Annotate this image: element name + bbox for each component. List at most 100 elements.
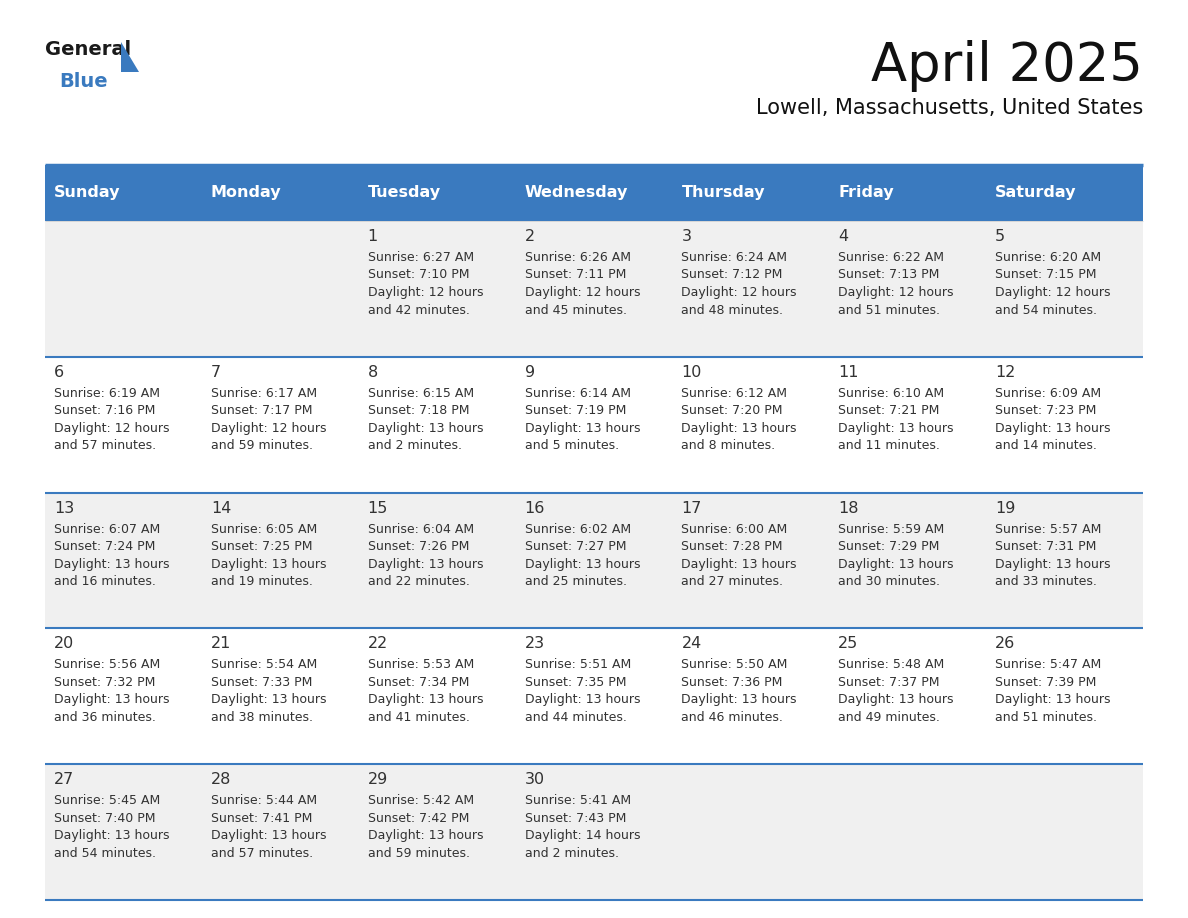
Bar	[986, 764, 1143, 900]
Text: Sunrise: 6:00 AM: Sunrise: 6:00 AM	[682, 522, 788, 535]
Text: Sunset: 7:16 PM: Sunset: 7:16 PM	[53, 404, 156, 418]
Text: Sunrise: 5:45 AM: Sunrise: 5:45 AM	[53, 794, 160, 807]
Text: Sunrise: 5:50 AM: Sunrise: 5:50 AM	[682, 658, 788, 671]
Bar	[672, 629, 829, 764]
Text: and 11 minutes.: and 11 minutes.	[839, 440, 940, 453]
Text: and 41 minutes.: and 41 minutes.	[368, 711, 469, 724]
Text: Sunset: 7:41 PM: Sunset: 7:41 PM	[210, 812, 312, 824]
Text: Sunrise: 6:14 AM: Sunrise: 6:14 AM	[525, 386, 631, 400]
Text: Sunrise: 6:22 AM: Sunrise: 6:22 AM	[839, 251, 944, 264]
Bar	[516, 221, 672, 357]
Text: Sunday: Sunday	[53, 185, 120, 200]
Text: 19: 19	[996, 500, 1016, 516]
Text: and 57 minutes.: and 57 minutes.	[53, 440, 156, 453]
Text: 15: 15	[368, 500, 388, 516]
Text: Daylight: 13 hours: Daylight: 13 hours	[996, 693, 1111, 706]
Bar	[45, 629, 202, 764]
Text: 8: 8	[368, 364, 378, 380]
Text: Friday: Friday	[839, 185, 893, 200]
Text: Sunset: 7:31 PM: Sunset: 7:31 PM	[996, 540, 1097, 554]
Text: Sunrise: 5:54 AM: Sunrise: 5:54 AM	[210, 658, 317, 671]
Text: Tuesday: Tuesday	[368, 185, 441, 200]
Text: 1: 1	[368, 229, 378, 244]
Text: Sunset: 7:17 PM: Sunset: 7:17 PM	[210, 404, 312, 418]
Text: Sunset: 7:33 PM: Sunset: 7:33 PM	[210, 676, 312, 688]
Text: Wednesday: Wednesday	[525, 185, 628, 200]
Text: and 44 minutes.: and 44 minutes.	[525, 711, 626, 724]
Text: Sunset: 7:21 PM: Sunset: 7:21 PM	[839, 404, 940, 418]
Bar	[202, 221, 359, 357]
Text: 20: 20	[53, 636, 74, 652]
Text: Sunset: 7:23 PM: Sunset: 7:23 PM	[996, 404, 1097, 418]
Text: Sunrise: 6:15 AM: Sunrise: 6:15 AM	[368, 386, 474, 400]
Text: Daylight: 13 hours: Daylight: 13 hours	[368, 829, 484, 842]
Text: Sunrise: 5:57 AM: Sunrise: 5:57 AM	[996, 522, 1101, 535]
Text: Sunrise: 5:48 AM: Sunrise: 5:48 AM	[839, 658, 944, 671]
Text: Sunrise: 5:53 AM: Sunrise: 5:53 AM	[368, 658, 474, 671]
Text: Sunrise: 6:17 AM: Sunrise: 6:17 AM	[210, 386, 317, 400]
Text: and 36 minutes.: and 36 minutes.	[53, 711, 156, 724]
Bar	[829, 629, 986, 764]
Text: Sunset: 7:25 PM: Sunset: 7:25 PM	[210, 540, 312, 554]
Text: and 45 minutes.: and 45 minutes.	[525, 304, 626, 317]
Text: Daylight: 14 hours: Daylight: 14 hours	[525, 829, 640, 842]
Text: Sunset: 7:20 PM: Sunset: 7:20 PM	[682, 404, 783, 418]
Text: Daylight: 13 hours: Daylight: 13 hours	[53, 693, 170, 706]
Text: and 59 minutes.: and 59 minutes.	[368, 846, 469, 859]
Text: Daylight: 13 hours: Daylight: 13 hours	[210, 557, 327, 571]
Text: Sunrise: 6:09 AM: Sunrise: 6:09 AM	[996, 386, 1101, 400]
Text: Sunset: 7:24 PM: Sunset: 7:24 PM	[53, 540, 156, 554]
Bar	[516, 165, 672, 221]
Text: Daylight: 12 hours: Daylight: 12 hours	[682, 286, 797, 299]
Bar	[202, 357, 359, 493]
Text: 16: 16	[525, 500, 545, 516]
Text: 17: 17	[682, 500, 702, 516]
Text: and 54 minutes.: and 54 minutes.	[996, 304, 1098, 317]
Text: Daylight: 13 hours: Daylight: 13 hours	[682, 557, 797, 571]
Text: 14: 14	[210, 500, 232, 516]
Text: 2: 2	[525, 229, 535, 244]
Text: Sunrise: 5:41 AM: Sunrise: 5:41 AM	[525, 794, 631, 807]
Text: Daylight: 12 hours: Daylight: 12 hours	[210, 421, 327, 435]
Bar	[516, 493, 672, 629]
Text: 24: 24	[682, 636, 702, 652]
Text: Sunset: 7:35 PM: Sunset: 7:35 PM	[525, 676, 626, 688]
Text: 4: 4	[839, 229, 848, 244]
Text: Daylight: 13 hours: Daylight: 13 hours	[996, 421, 1111, 435]
Text: Daylight: 12 hours: Daylight: 12 hours	[525, 286, 640, 299]
Text: and 25 minutes.: and 25 minutes.	[525, 575, 626, 588]
Text: 26: 26	[996, 636, 1016, 652]
Text: Sunset: 7:11 PM: Sunset: 7:11 PM	[525, 268, 626, 282]
Text: Daylight: 13 hours: Daylight: 13 hours	[525, 421, 640, 435]
Text: Daylight: 13 hours: Daylight: 13 hours	[368, 693, 484, 706]
Bar	[45, 493, 202, 629]
Text: Sunrise: 5:59 AM: Sunrise: 5:59 AM	[839, 522, 944, 535]
Text: and 42 minutes.: and 42 minutes.	[368, 304, 469, 317]
Text: and 2 minutes.: and 2 minutes.	[368, 440, 462, 453]
Text: Sunrise: 6:07 AM: Sunrise: 6:07 AM	[53, 522, 160, 535]
Text: 30: 30	[525, 772, 544, 788]
Text: and 57 minutes.: and 57 minutes.	[210, 846, 312, 859]
Bar	[829, 764, 986, 900]
Text: 6: 6	[53, 364, 64, 380]
Bar	[986, 221, 1143, 357]
Text: and 19 minutes.: and 19 minutes.	[210, 575, 312, 588]
Text: and 27 minutes.: and 27 minutes.	[682, 575, 783, 588]
Text: Daylight: 13 hours: Daylight: 13 hours	[839, 557, 954, 571]
Text: Sunset: 7:40 PM: Sunset: 7:40 PM	[53, 812, 156, 824]
Text: and 51 minutes.: and 51 minutes.	[996, 711, 1098, 724]
Text: Daylight: 12 hours: Daylight: 12 hours	[368, 286, 484, 299]
Text: Daylight: 13 hours: Daylight: 13 hours	[53, 829, 170, 842]
Text: Daylight: 13 hours: Daylight: 13 hours	[996, 557, 1111, 571]
Text: Sunset: 7:42 PM: Sunset: 7:42 PM	[368, 812, 469, 824]
Text: Sunset: 7:18 PM: Sunset: 7:18 PM	[368, 404, 469, 418]
Text: and 2 minutes.: and 2 minutes.	[525, 846, 619, 859]
Bar	[672, 165, 829, 221]
Text: 29: 29	[368, 772, 388, 788]
Text: and 33 minutes.: and 33 minutes.	[996, 575, 1097, 588]
Text: Sunrise: 6:12 AM: Sunrise: 6:12 AM	[682, 386, 788, 400]
Bar	[45, 221, 202, 357]
Text: Sunrise: 6:10 AM: Sunrise: 6:10 AM	[839, 386, 944, 400]
Text: 22: 22	[368, 636, 388, 652]
Bar	[829, 357, 986, 493]
